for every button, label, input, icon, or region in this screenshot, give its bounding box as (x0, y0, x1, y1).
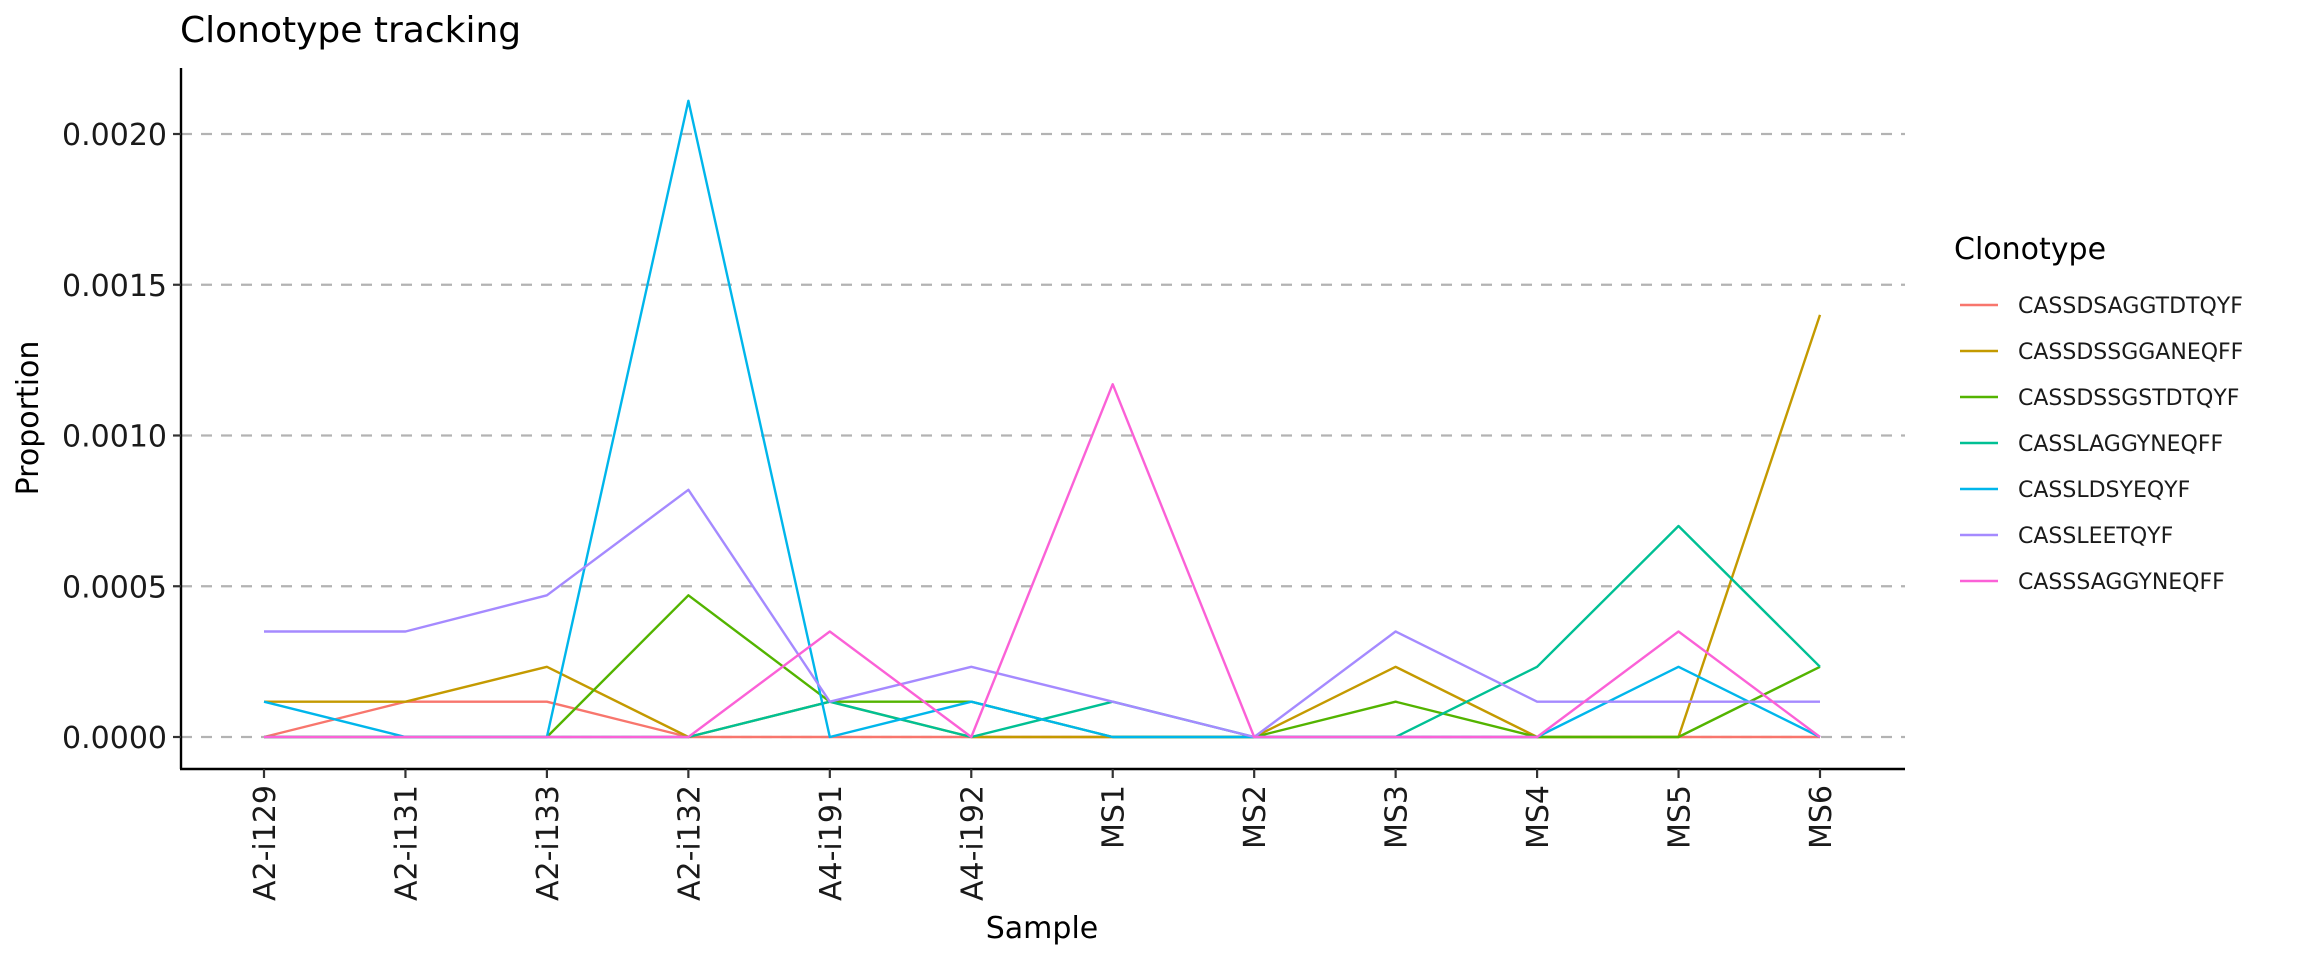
legend-item: CASSDSAGGTDTQYF (1960, 294, 2243, 319)
x-tick-label: A2-i132 (672, 785, 707, 901)
x-tick-label: MS5 (1663, 785, 1698, 849)
legend-label: CASSSAGGYNEQFF (2018, 570, 2225, 595)
x-axis-title: Sample (986, 911, 1099, 946)
x-tick-label: A2-i133 (531, 785, 566, 901)
legend-item: CASSDSSGSTDTQYF (1960, 386, 2239, 411)
series-line (264, 383, 1821, 739)
x-tick-label: MS1 (1097, 785, 1132, 849)
legend-items: CASSDSAGGTDTQYF CASSDSSGGANEQFF CASSDSSGST… (1960, 294, 2243, 595)
legend-item: CASSLDSYEQYF (1960, 478, 2190, 503)
x-tick-label: MS4 (1521, 785, 1556, 849)
legend-label: CASSLDSYEQYF (2018, 478, 2190, 503)
legend-item: CASSSAGGYNEQFF (1960, 570, 2225, 595)
y-tick-label: 0.0020 (62, 118, 167, 153)
chart-title: Clonotype tracking (180, 10, 521, 51)
legend-title: Clonotype (1954, 232, 2106, 267)
grid-lines (181, 132, 1905, 739)
x-ticks: A2-i129 A2-i131 A2-i133 A2-i132 A4-i191 A4-i1… (248, 769, 1839, 901)
y-tick-label: 0.0000 (62, 721, 167, 756)
legend-item: CASSLAGGYNEQFF (1960, 432, 2223, 457)
x-tick-label: A4-i191 (814, 785, 849, 901)
series-line (263, 99, 1821, 739)
y-ticks: 0.0000 0.0005 0.0010 0.0015 0.0020 (62, 118, 181, 756)
series-lines (263, 99, 1822, 739)
legend-item: CASSLEETQYF (1960, 524, 2173, 549)
legend-label: CASSLAGGYNEQFF (2018, 432, 2223, 457)
y-tick-label: 0.0015 (62, 269, 167, 304)
x-tick-label: MS6 (1804, 785, 1839, 849)
legend-label: CASSDSSGSTDTQYF (2018, 386, 2239, 411)
y-axis-title: Proportion (11, 341, 46, 496)
axes (179, 68, 1905, 771)
x-tick-label: MS3 (1380, 785, 1415, 849)
y-tick-label: 0.0010 (62, 420, 167, 455)
x-tick-label: A4-i192 (955, 785, 990, 901)
legend-label: CASSDSSGGANEQFF (2018, 340, 2243, 365)
x-tick-label: MS2 (1238, 785, 1273, 849)
series-line (264, 488, 1820, 739)
legend: Clonotype CASSDSAGGTDTQYF CASSDSSGGANEQFF… (1954, 232, 2243, 595)
legend-label: CASSLEETQYF (2018, 524, 2173, 549)
x-tick-label: A2-i131 (389, 785, 424, 901)
legend-item: CASSDSSGGANEQFF (1960, 340, 2243, 365)
y-tick-label: 0.0005 (62, 570, 167, 605)
x-tick-label: A2-i129 (248, 785, 283, 901)
series-line (264, 314, 1822, 739)
legend-label: CASSDSAGGTDTQYF (2018, 294, 2243, 319)
